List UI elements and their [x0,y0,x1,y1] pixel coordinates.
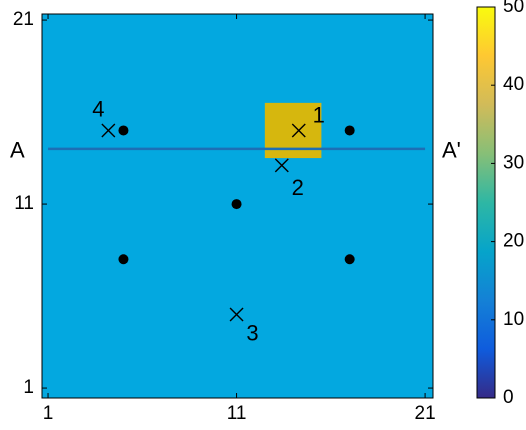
well [231,199,242,210]
section-label: A [10,138,25,163]
point-label: 3 [246,320,258,345]
well [344,254,355,265]
point-marker [101,123,116,138]
colorbar-tick-label: 10 [503,309,524,330]
colorbar-tick-label: 0 [503,387,514,408]
point-label: 1 [313,102,325,127]
axes-frame [41,13,434,399]
section-label: A' [442,138,461,163]
colorbar-tick-label: 30 [503,152,524,173]
colorbar [476,6,496,399]
colorbar-tick-label: 50 [503,0,524,17]
y-tick-label: 21 [13,9,34,30]
point-marker [274,158,289,173]
point-label: 4 [92,96,104,121]
point-label: 2 [292,175,304,200]
well [118,254,129,265]
y-tick-label: 11 [14,193,34,214]
x-tick-label: 21 [415,403,436,424]
point-marker [291,123,306,138]
x-tick-label: 11 [227,403,247,424]
well [118,125,129,136]
x-tick-label: 1 [43,403,54,424]
point-marker [229,307,244,322]
colorbar-tick-label: 40 [503,74,524,95]
colorbar-tick-label: 20 [503,231,524,252]
well [344,125,355,136]
y-tick-label: 1 [23,377,34,398]
